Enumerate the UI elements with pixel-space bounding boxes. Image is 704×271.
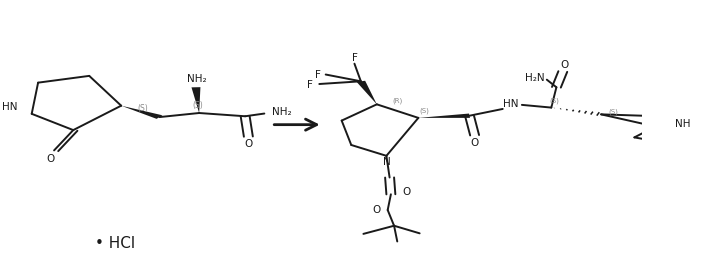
Polygon shape: [356, 81, 377, 104]
Text: F: F: [351, 53, 358, 63]
Text: (R): (R): [393, 97, 403, 104]
Text: (S): (S): [420, 107, 429, 114]
Text: O: O: [403, 187, 411, 196]
Polygon shape: [418, 114, 470, 118]
Text: NH₂: NH₂: [187, 74, 207, 84]
Text: HN: HN: [503, 99, 519, 108]
Text: N: N: [382, 157, 390, 167]
Text: NH₂: NH₂: [272, 107, 291, 117]
Text: O: O: [470, 138, 479, 148]
Text: O: O: [244, 139, 253, 149]
Text: NH: NH: [674, 120, 690, 129]
Text: F: F: [315, 70, 321, 79]
Text: O: O: [372, 205, 380, 215]
Text: • HCl: • HCl: [95, 236, 135, 251]
Text: (S): (S): [550, 98, 560, 104]
Text: HN: HN: [2, 102, 18, 112]
Text: (S): (S): [137, 104, 148, 114]
Text: (S): (S): [192, 101, 203, 110]
Text: O: O: [46, 154, 55, 163]
Text: H₂N: H₂N: [525, 73, 545, 83]
Text: F: F: [307, 80, 313, 90]
Polygon shape: [191, 87, 201, 113]
Polygon shape: [121, 106, 163, 119]
Text: O: O: [560, 60, 569, 70]
Text: (S): (S): [609, 108, 619, 115]
